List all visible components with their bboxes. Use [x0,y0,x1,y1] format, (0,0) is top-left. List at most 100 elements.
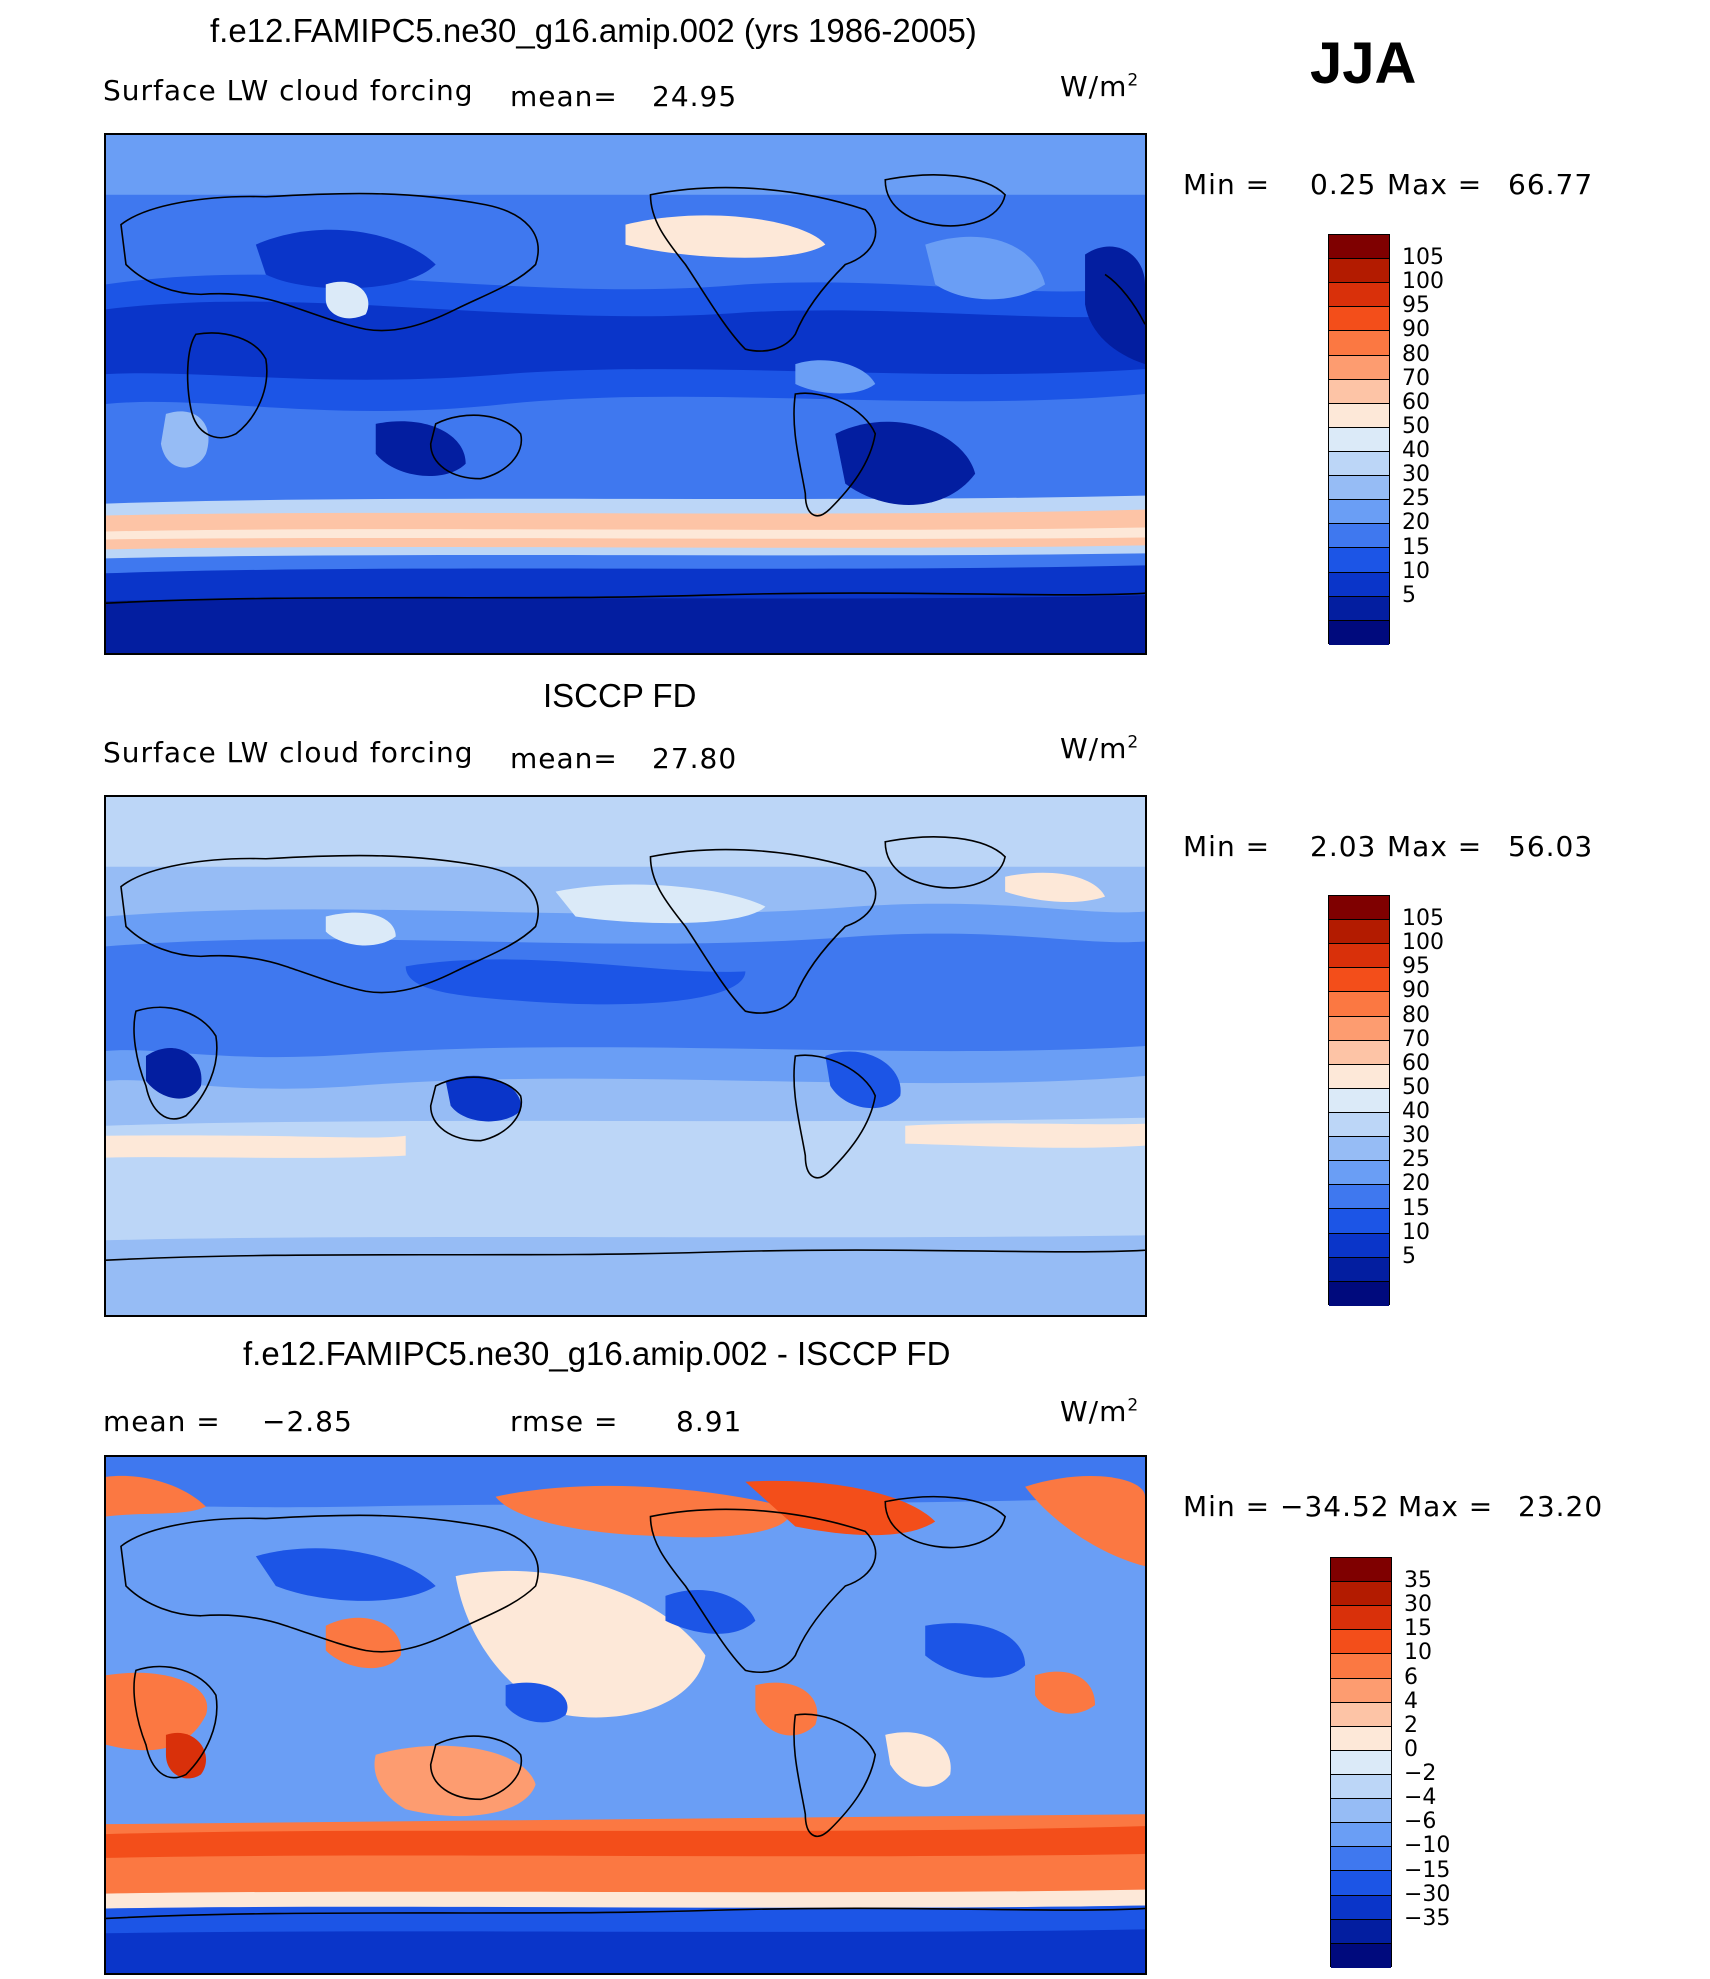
colorbar-swatch [1329,620,1389,645]
panel1-mean-label: mean= [510,80,618,113]
colorbar-swatch [1329,524,1389,549]
colorbar-swatch [1331,1799,1391,1824]
colorbar-tick-label: −15 [1404,1857,1451,1883]
colorbar-tick-label: 70 [1402,1026,1430,1052]
colorbar-swatch [1329,992,1389,1017]
colorbar-swatch [1331,1558,1391,1583]
colorbar-tick-label: −30 [1404,1881,1451,1907]
colorbar-tick-label: 6 [1404,1664,1418,1690]
colorbar-tick-label: 0 [1404,1736,1418,1762]
colorbar-swatch [1329,1040,1389,1065]
colorbar-tick-label: −35 [1404,1905,1451,1931]
panel3-mean-label: mean = [103,1405,221,1438]
panel1-mean-value: 24.95 [652,80,738,113]
colorbar-swatch [1331,1871,1391,1896]
panel3-colorbar [1330,1557,1392,1968]
colorbar-tick-label: 25 [1402,486,1430,512]
colorbar-swatch [1329,451,1389,477]
panel3-map [104,1455,1147,1975]
panel1-colorbar [1328,234,1390,645]
colorbar-swatch [1331,1919,1391,1944]
colorbar-swatch [1329,1233,1389,1258]
colorbar-swatch [1329,1064,1389,1089]
colorbar-swatch [1329,307,1389,332]
colorbar-swatch [1329,379,1389,404]
colorbar-tick-label: 5 [1402,582,1416,608]
colorbar-tick-label: 95 [1402,954,1430,980]
colorbar-tick-label: 105 [1402,906,1444,932]
colorbar-swatch [1329,596,1389,621]
panel2-title: ISCCP FD [543,677,697,714]
colorbar-swatch [1329,1185,1389,1210]
colorbar-tick-label: 15 [1402,1195,1430,1221]
panel1-min-value: 0.25 [1310,168,1377,201]
colorbar-swatch [1329,1088,1389,1113]
panel2-colorbar [1328,895,1390,1306]
panel1-variable-label: Surface LW cloud forcing [103,74,474,107]
season-label: JJA [1310,31,1417,96]
panel1-min-label: Min = [1183,168,1271,201]
colorbar-tick-label: 25 [1402,1147,1430,1173]
colorbar-swatch [1331,1847,1391,1872]
colorbar-swatch [1331,1943,1391,1968]
colorbar-tick-label: −2 [1404,1761,1437,1787]
colorbar-tick-label: 60 [1402,1050,1430,1076]
panel3-mean-value: −2.85 [262,1405,353,1438]
panel2-map [104,795,1147,1317]
colorbar-tick-label: 35 [1404,1568,1432,1594]
panel2-max-value: 56.03 [1508,830,1594,863]
panel2-min-value: 2.03 [1310,830,1377,863]
panel1-units: W/m2 [1060,70,1140,103]
colorbar-tick-label: 105 [1402,245,1444,271]
colorbar-swatch [1329,1112,1389,1138]
panel1-map-svg [106,135,1145,653]
colorbar-tick-label: 80 [1402,341,1430,367]
colorbar-swatch [1331,1606,1391,1631]
colorbar-swatch [1329,572,1389,597]
colorbar-tick-label: 15 [1404,1616,1432,1642]
colorbar-tick-label: 2 [1404,1712,1418,1738]
panel1-max-label: Max = [1387,168,1483,201]
colorbar-swatch [1331,1823,1391,1848]
panel1-max-value: 66.77 [1508,168,1594,201]
panel2-variable-label: Surface LW cloud forcing [103,736,474,769]
colorbar-tick-label: 100 [1402,930,1444,956]
colorbar-tick-label: 95 [1402,293,1430,319]
colorbar-swatch [1329,331,1389,356]
colorbar-tick-label: 100 [1402,269,1444,295]
panel3-rmse-label: rmse = [510,1405,619,1438]
colorbar-tick-label: 10 [1402,1219,1430,1245]
colorbar-swatch [1331,1702,1391,1727]
panel2-mean-value: 27.80 [652,742,738,775]
colorbar-tick-label: −10 [1404,1833,1451,1859]
panel3-units: W/m2 [1060,1395,1140,1428]
colorbar-swatch [1329,1209,1389,1234]
colorbar-swatch [1329,427,1389,452]
colorbar-tick-label: 30 [1402,1123,1430,1149]
colorbar-swatch [1329,476,1389,501]
panel3-min-value: −34.52 [1280,1490,1390,1523]
colorbar-swatch [1329,500,1389,525]
panel2-map-svg [106,797,1145,1315]
colorbar-swatch [1329,968,1389,993]
colorbar-swatch [1329,1161,1389,1186]
colorbar-tick-label: 20 [1402,510,1430,536]
colorbar-tick-label: 80 [1402,1002,1430,1028]
colorbar-swatch [1329,920,1389,945]
colorbar-tick-label: −4 [1404,1785,1437,1811]
colorbar-swatch [1331,1895,1391,1920]
panel3-title: f.e12.FAMIPC5.ne30_g16.amip.002 - ISCCP … [243,1335,951,1372]
colorbar-tick-label: 40 [1402,1099,1430,1125]
colorbar-swatch [1331,1678,1391,1703]
colorbar-tick-label: 10 [1402,558,1430,584]
colorbar-tick-label: 10 [1404,1640,1432,1666]
colorbar-tick-label: 40 [1402,438,1430,464]
colorbar-tick-label: 30 [1404,1592,1432,1618]
colorbar-tick-label: 90 [1402,317,1430,343]
panel1-title: f.e12.FAMIPC5.ne30_g16.amip.002 (yrs 198… [210,12,977,49]
colorbar-swatch [1329,548,1389,573]
panel2-mean-label: mean= [510,742,618,775]
colorbar-swatch [1331,1582,1391,1607]
colorbar-tick-label: −6 [1404,1809,1437,1835]
colorbar-tick-label: 4 [1404,1688,1418,1714]
